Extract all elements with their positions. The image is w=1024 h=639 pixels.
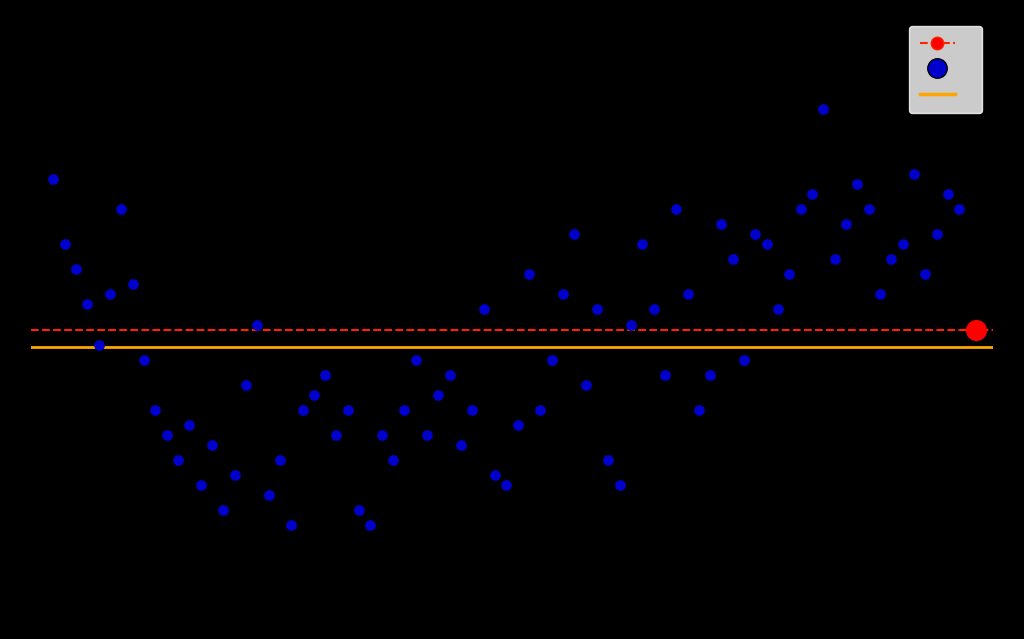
Point <box>826 254 843 265</box>
Point <box>906 169 923 180</box>
Point <box>204 440 220 450</box>
Point <box>136 355 153 365</box>
Point <box>159 429 175 440</box>
Point <box>668 204 684 215</box>
Point <box>940 189 956 199</box>
Point <box>79 299 95 309</box>
Point <box>849 179 865 189</box>
Point <box>634 240 650 250</box>
Point <box>918 270 934 280</box>
Point <box>271 454 288 465</box>
Point <box>238 380 254 390</box>
Point <box>396 404 413 415</box>
Point <box>340 404 356 415</box>
Point <box>736 355 753 365</box>
Point <box>804 189 820 199</box>
Point <box>748 229 764 240</box>
Point <box>815 104 831 114</box>
Point <box>45 174 61 185</box>
Point <box>781 270 798 280</box>
Legend:   ,   ,   : , , <box>909 26 982 112</box>
Point <box>702 369 719 380</box>
Point <box>793 204 809 215</box>
Point <box>963 325 979 335</box>
Point <box>441 369 458 380</box>
Point <box>555 289 571 300</box>
Point <box>101 289 118 300</box>
Point <box>113 204 129 215</box>
Point <box>170 454 186 465</box>
Point <box>362 520 379 530</box>
Point <box>871 289 888 300</box>
Point <box>690 404 707 415</box>
Point <box>532 404 549 415</box>
Point <box>600 454 616 465</box>
Point <box>90 339 106 350</box>
Point <box>419 429 435 440</box>
Point <box>181 419 198 429</box>
Point <box>215 505 231 515</box>
Point <box>475 304 492 314</box>
Point <box>56 240 73 250</box>
Point <box>895 240 911 250</box>
Point <box>329 429 345 440</box>
Point <box>544 355 560 365</box>
Point <box>351 505 368 515</box>
Point <box>929 229 945 240</box>
Point <box>486 470 503 480</box>
Point <box>714 219 730 229</box>
Point <box>725 254 741 265</box>
Point <box>226 470 243 480</box>
Point <box>759 240 775 250</box>
Point <box>430 389 446 400</box>
Point <box>193 479 209 489</box>
Point <box>968 325 984 335</box>
Point <box>656 369 673 380</box>
Point <box>464 404 480 415</box>
Point <box>68 265 84 275</box>
Point <box>317 369 334 380</box>
Point <box>838 219 854 229</box>
Point <box>623 320 639 330</box>
Point <box>860 204 877 215</box>
Point <box>294 404 310 415</box>
Point <box>125 279 141 289</box>
Point <box>566 229 583 240</box>
Point <box>611 479 628 489</box>
Point <box>147 404 164 415</box>
Point <box>951 204 968 215</box>
Point <box>510 419 526 429</box>
Point <box>521 270 538 280</box>
Point <box>374 429 390 440</box>
Point <box>385 454 401 465</box>
Point <box>305 389 322 400</box>
Point <box>770 304 786 314</box>
Point <box>249 320 265 330</box>
Point <box>645 304 662 314</box>
Point <box>283 520 299 530</box>
Point <box>408 355 424 365</box>
Point <box>589 304 605 314</box>
Point <box>260 489 276 500</box>
Point <box>578 380 594 390</box>
Point <box>498 479 514 489</box>
Point <box>883 254 899 265</box>
Point <box>679 289 695 300</box>
Point <box>453 440 469 450</box>
